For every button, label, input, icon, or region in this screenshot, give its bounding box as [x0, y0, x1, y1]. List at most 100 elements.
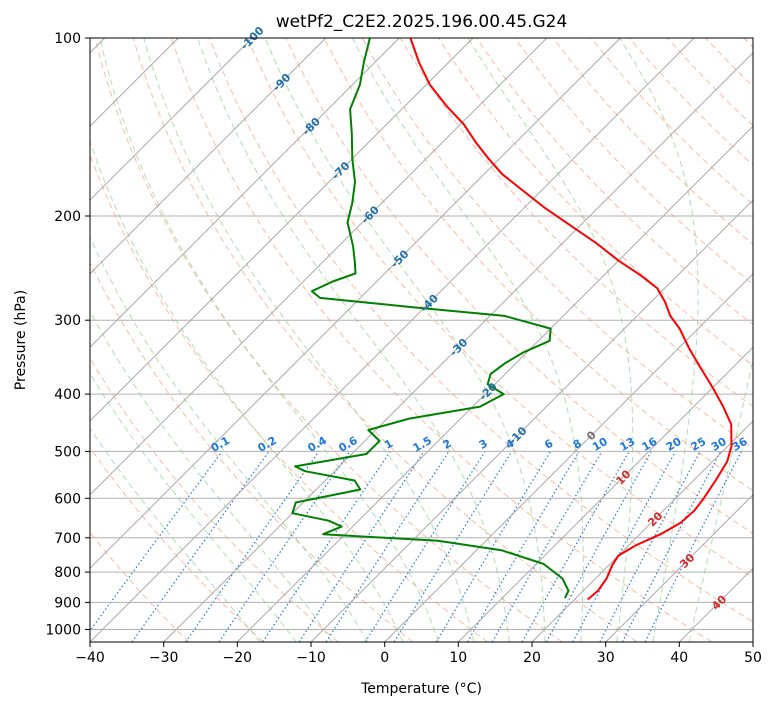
mixing-ratio-line: [393, 451, 513, 642]
mixing-ratio-label: 6: [542, 437, 555, 452]
isotherm-line: [90, 38, 621, 569]
dry-adiabat-line: [743, 38, 753, 49]
dry-adiabat-line: [552, 38, 753, 245]
moist-adiabat-line: [688, 356, 753, 642]
isotherm-label: -80: [300, 115, 323, 138]
x-tick-label: 10: [449, 650, 467, 666]
dry-adiabat-line: [90, 446, 264, 642]
dry-adiabat-line: [667, 38, 753, 127]
x-axis-label: Temperature (°C): [360, 681, 482, 697]
y-tick-label: 200: [54, 209, 81, 225]
y-tick-label: 100: [54, 31, 81, 47]
mixing-ratio-label: 3: [477, 437, 490, 452]
dry-adiabat-line: [90, 153, 488, 642]
moist-adiabat-line: [264, 38, 546, 642]
isotherm-label: -90: [270, 71, 293, 94]
y-tick-label: 900: [54, 595, 81, 611]
dry-adiabat-line: [514, 38, 753, 285]
y-tick-label: 800: [54, 565, 81, 581]
dry-adiabat-line: [476, 38, 753, 326]
mixing-ratio-line: [90, 451, 223, 632]
mixing-ratio-line: [218, 451, 351, 642]
moist-adiabat-line: [90, 372, 297, 642]
dry-adiabat-line: [323, 38, 753, 492]
mixing-ratio-line: [621, 451, 722, 642]
series-layer: [291, 38, 733, 601]
x-tick-label: −10: [296, 650, 326, 666]
inplot-labels: 0.1 0.2 0.4 0.6 1 1.5 2 3 4 6 8 10 13 16 20 25 30 36-100-…: [209, 24, 750, 613]
y-axis: 1000 900 800 700 600 500 400 300 200 100: [45, 31, 90, 639]
moist-adiabat-line: [197, 38, 510, 642]
mixing-ratio-line: [325, 451, 450, 642]
moist-adiabat-line: [90, 427, 261, 642]
isotherm-label: -20: [477, 380, 500, 403]
mixing-ratio-line: [262, 451, 391, 642]
isotherm-line: [384, 273, 753, 642]
y-tick-label: 1000: [45, 623, 81, 639]
dry-adiabat-line: [209, 38, 753, 623]
mixing-ratio-line: [521, 451, 630, 642]
moist-adiabat-line: [352, 38, 584, 642]
mixing-ratio-line: [364, 451, 486, 642]
plot-frame: [89, 37, 754, 643]
x-tick-label: 20: [523, 650, 541, 666]
chart-title: wetPf2_C2E2.2025.196.00.45.G24: [276, 12, 568, 32]
x-tick-label: 30: [597, 650, 615, 666]
isotherm-line: [678, 567, 753, 642]
moist-adiabat-line: [619, 38, 699, 642]
isotherm-line: [163, 52, 753, 642]
dry-adiabat-line: [705, 38, 753, 88]
isotherm-line: [90, 38, 548, 496]
isotherm-line: [236, 125, 753, 642]
isotherm-label: 40: [709, 593, 729, 613]
isotherm-label: 10: [613, 467, 633, 487]
moist-adiabat-line: [90, 310, 333, 642]
moist-adiabat-line: [90, 139, 404, 642]
isotherm-label: -60: [359, 203, 382, 226]
moist-adiabat-line: [99, 38, 439, 642]
mixing-ratio-line: [644, 451, 743, 642]
isotherm-line: [90, 38, 253, 201]
isotherm-line: [90, 38, 695, 642]
x-tick-label: −20: [223, 650, 253, 666]
x-tick-label: −30: [149, 650, 179, 666]
isobar-grid: [90, 38, 753, 642]
isotherm-label: -30: [447, 336, 470, 359]
y-tick-label: 400: [54, 387, 81, 403]
isotherm-label: -40: [418, 291, 441, 314]
y-tick-label: 500: [54, 444, 81, 460]
dry-adiabat-line: [90, 357, 339, 642]
isotherm-label: 20: [645, 509, 665, 529]
isotherm-line: [752, 641, 753, 642]
dry-adiabat-line: [437, 38, 753, 366]
x-tick-label: 0: [380, 650, 389, 666]
moist-adiabat-line: [90, 235, 369, 642]
dry-adiabat-line: [247, 38, 753, 578]
x-tick-label: 50: [744, 650, 762, 666]
y-tick-label: 700: [54, 531, 81, 547]
mixing-ratio-label: 2: [441, 437, 454, 452]
y-tick-label: 600: [54, 491, 81, 507]
mixing-ratio-line: [185, 451, 320, 642]
dry-adiabat-line: [170, 38, 712, 642]
dry-adiabat-line: [90, 261, 414, 642]
dewpoint-profile-line: [291, 38, 570, 599]
background-lines: [90, 38, 753, 642]
dry-adiabat-line: [132, 38, 638, 642]
x-axis: −40 −30 −20 −10 0 10 20 30 40 50: [75, 642, 762, 666]
mixing-ratio-line: [298, 451, 425, 642]
dry-adiabat-line: [94, 38, 563, 642]
isotherm-label: -50: [388, 247, 411, 270]
temperature-profile-line: [409, 38, 733, 601]
dry-adiabat-line: [285, 38, 753, 535]
isotherm-label: -70: [329, 159, 352, 182]
x-tick-label: 40: [670, 650, 688, 666]
isotherm-label: 30: [677, 551, 697, 571]
isotherm-line: [605, 494, 753, 642]
mixing-ratio-line: [545, 451, 652, 642]
moist-adiabat-line: [143, 38, 475, 642]
y-tick-label: 300: [54, 313, 81, 329]
x-tick-label: −40: [75, 650, 105, 666]
isotherm-line: [90, 38, 327, 275]
